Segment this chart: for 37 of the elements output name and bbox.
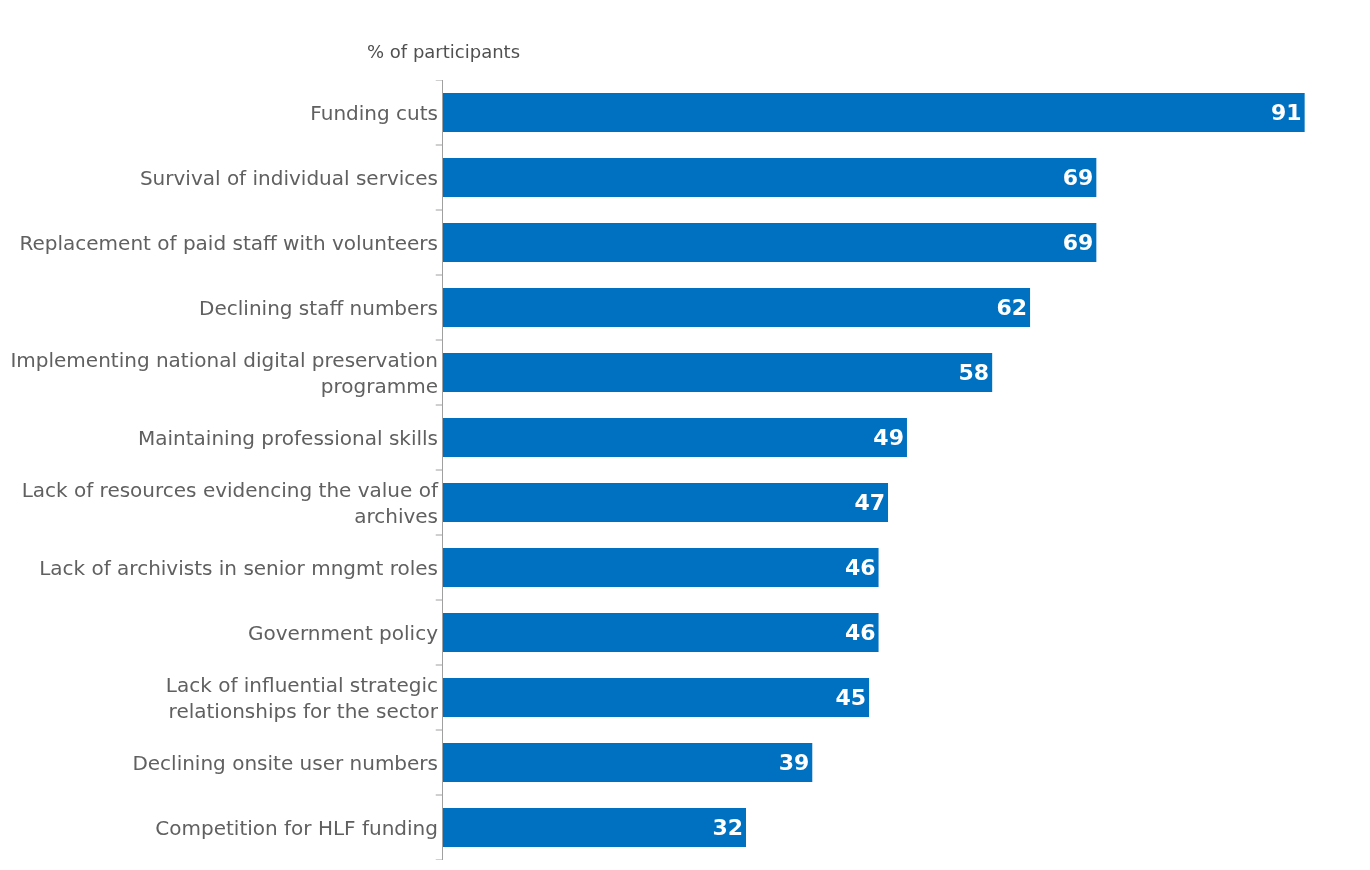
data-label: 69 xyxy=(1062,230,1094,255)
data-label: 46 xyxy=(844,620,876,645)
bar xyxy=(443,613,879,652)
data-label: 39 xyxy=(778,750,810,775)
y-tick-label: Lack of archivists in senior mngmt roles xyxy=(39,555,438,580)
y-tick-label: Declining onsite user numbers xyxy=(132,750,438,775)
y-tick-label: Replacement of paid staff with volunteers xyxy=(19,230,438,255)
bar xyxy=(443,353,993,392)
bar xyxy=(443,418,907,457)
data-label: 69 xyxy=(1062,165,1094,190)
y-tick-label: Implementing national digital preservation programme xyxy=(10,347,438,398)
data-label: 47 xyxy=(854,490,886,515)
bar xyxy=(443,483,889,522)
data-label: 49 xyxy=(873,425,904,450)
data-label: 62 xyxy=(996,295,1028,320)
y-tick-label: Lack of influential strategic relationships for the sector xyxy=(165,672,439,723)
y-tick-label: Competition for HLF funding xyxy=(155,815,438,840)
bar xyxy=(443,93,1305,132)
chart-subtitle: % of participants xyxy=(367,41,521,62)
y-tick-label: Declining staff numbers xyxy=(199,295,438,320)
data-label: 58 xyxy=(958,360,990,385)
bar xyxy=(443,548,879,587)
data-label: 91 xyxy=(1271,100,1302,125)
bar xyxy=(443,158,1097,197)
y-tick-label: Funding cuts xyxy=(310,100,438,125)
bar xyxy=(443,808,746,847)
data-label: 45 xyxy=(835,685,867,710)
y-tick-label: Maintaining professional skills xyxy=(138,425,438,450)
y-tick-label: Lack of resources evidencing the value of archives xyxy=(21,477,439,528)
bar xyxy=(443,678,870,717)
bar xyxy=(443,288,1031,327)
y-tick-label: Government policy xyxy=(248,620,439,645)
bar xyxy=(443,223,1097,262)
data-label: 46 xyxy=(844,555,876,580)
data-label: 32 xyxy=(712,815,743,840)
bar xyxy=(443,743,813,782)
y-tick-label: Survival of individual services xyxy=(139,165,438,190)
